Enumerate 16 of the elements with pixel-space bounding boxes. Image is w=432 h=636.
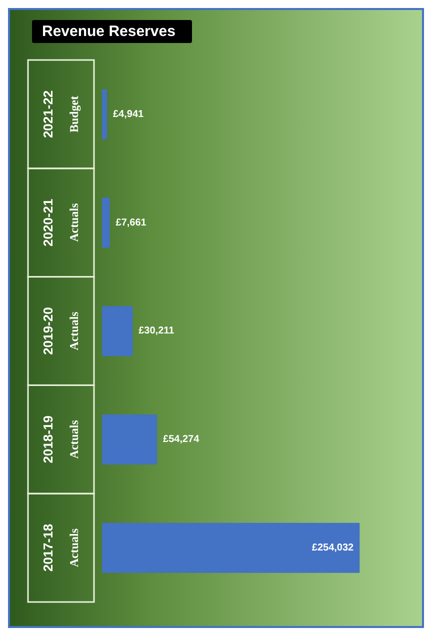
y-tick-label: 2017-18 Actuals xyxy=(40,524,81,572)
bar xyxy=(102,414,158,464)
data-label: £254,032 xyxy=(312,542,354,554)
bar xyxy=(102,89,108,140)
chart-title: Revenue Reserves xyxy=(32,20,192,43)
bar xyxy=(102,306,133,356)
y-tick-label: 2020-21 Actuals xyxy=(40,198,81,246)
data-label: £4,941 xyxy=(113,108,144,120)
data-label: £30,211 xyxy=(138,326,175,337)
data-label: £7,661 xyxy=(116,217,147,228)
data-label: £54,274 xyxy=(163,434,200,446)
bar xyxy=(102,198,110,248)
y-tick-label: 2019-20 Actuals xyxy=(40,307,81,355)
y-tick-label: 2021-22 Budget xyxy=(40,90,81,138)
y-tick-label: 2018-19 Actuals xyxy=(40,416,81,464)
bar xyxy=(102,522,360,573)
